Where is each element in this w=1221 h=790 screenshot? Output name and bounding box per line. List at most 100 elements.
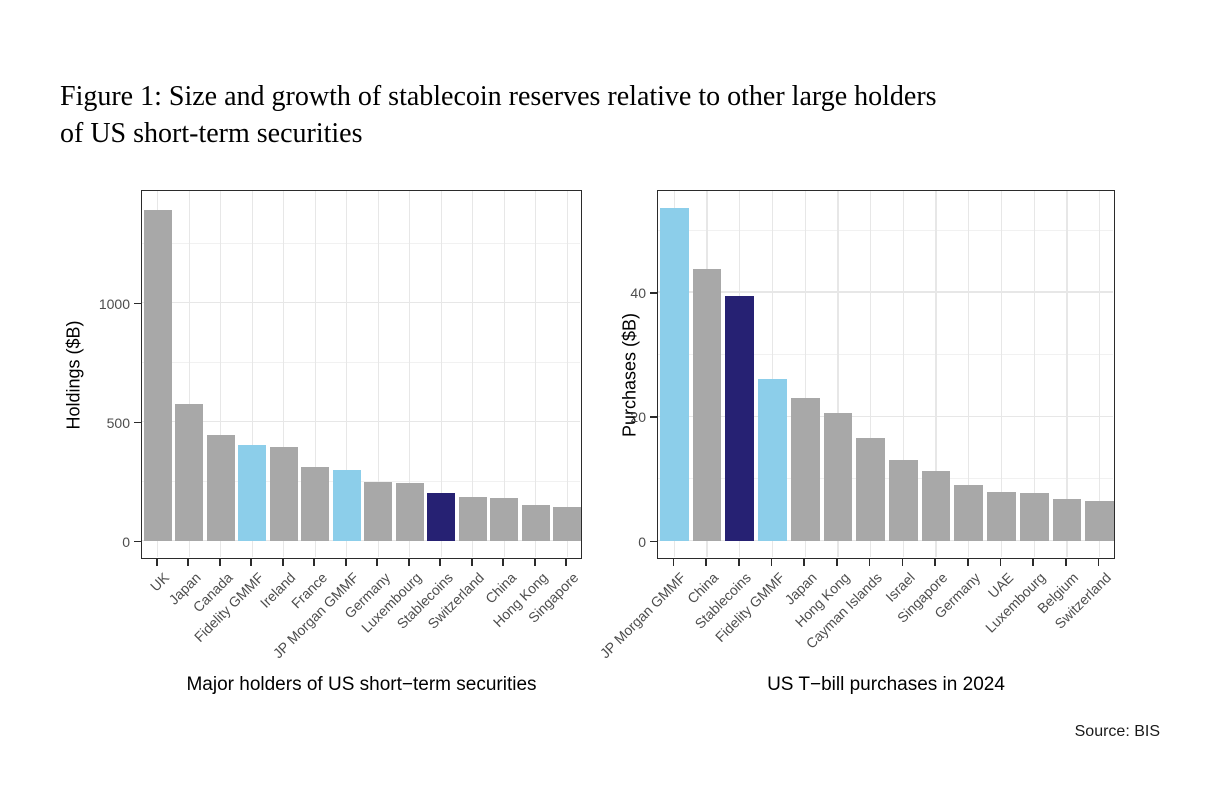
right-chart-panel xyxy=(657,190,1115,559)
bar-singapore xyxy=(921,470,951,541)
x-axis-tick xyxy=(439,559,442,566)
x-tick-label-jp-morgan-gmmf: JP Morgan GMMF xyxy=(596,569,689,662)
gridline-vertical xyxy=(503,191,505,557)
figure-title-line2: of US short-term securities xyxy=(60,118,363,149)
bar-luxembourg xyxy=(395,482,424,541)
bar-jp-morgan-gmmf xyxy=(332,469,361,541)
gridline-vertical xyxy=(535,191,537,557)
bar-germany xyxy=(954,484,984,541)
figure-title: Figure 1: Size and growth of stablecoin … xyxy=(60,78,1170,152)
bar-uae xyxy=(987,492,1016,541)
y-axis-tick xyxy=(650,540,657,543)
left-y-axis-title: Holdings ($B) xyxy=(63,320,84,430)
bar-hong-kong xyxy=(823,412,853,541)
bar-japan xyxy=(175,403,204,541)
x-axis-tick xyxy=(533,559,536,566)
y-axis-tick xyxy=(134,540,141,543)
gridline-vertical xyxy=(804,191,806,557)
gridline-vertical xyxy=(1000,191,1003,557)
bar-fidelity-gmmf xyxy=(238,444,267,541)
bar-belgium xyxy=(1052,498,1082,541)
gridline-major xyxy=(658,291,1113,293)
gridline-major xyxy=(142,301,580,304)
gridline-vertical xyxy=(902,191,905,557)
gridline-vertical xyxy=(1098,191,1101,557)
gridline-vertical xyxy=(771,191,774,557)
y-axis-tick xyxy=(134,421,141,424)
gridline-major xyxy=(658,415,1113,417)
y-tick-label: 0 xyxy=(638,533,646,550)
x-axis-tick xyxy=(502,559,505,566)
y-axis-tick xyxy=(650,292,657,294)
x-axis-tick xyxy=(344,559,347,566)
bar-china xyxy=(692,268,722,541)
x-axis-tick xyxy=(705,559,707,566)
gridline-major xyxy=(142,420,580,423)
gridline-vertical xyxy=(251,191,253,557)
bar-germany xyxy=(364,481,393,541)
gridline-vertical xyxy=(283,191,285,557)
gridline-vertical xyxy=(869,191,872,557)
gridline-minor xyxy=(142,242,580,244)
gridline-vertical xyxy=(1033,191,1035,557)
bar-uk xyxy=(143,209,172,541)
left-chart-panel xyxy=(141,190,582,559)
gridline-minor xyxy=(658,229,1113,231)
bar-canada xyxy=(206,435,235,541)
bar-jp-morgan-gmmf xyxy=(660,208,689,541)
gridline-vertical xyxy=(968,191,970,557)
x-axis-tick xyxy=(966,559,969,566)
left-chart-caption: Major holders of US short−term securitie… xyxy=(186,674,537,695)
x-axis-tick xyxy=(836,559,838,566)
gridline-vertical xyxy=(220,191,222,557)
bar-stablecoins xyxy=(427,492,456,541)
x-axis-tick xyxy=(187,559,190,566)
right-chart-caption: US T−bill purchases in 2024 xyxy=(767,674,1005,695)
bar-ireland xyxy=(269,447,298,541)
x-axis-tick xyxy=(999,559,1002,566)
bar-fidelity-gmmf xyxy=(758,379,787,541)
x-axis-tick xyxy=(376,559,379,566)
x-tick-label-uk: UK xyxy=(147,569,173,595)
gridline-vertical xyxy=(566,191,568,557)
source-note: Source: BIS xyxy=(1074,723,1160,740)
gridline-minor xyxy=(142,361,580,363)
bar-france xyxy=(301,466,330,541)
x-axis-tick xyxy=(565,559,568,566)
gridline-vertical xyxy=(314,191,316,557)
y-tick-label: 40 xyxy=(630,285,646,302)
figure-title-line1: Figure 1: Size and growth of stablecoin … xyxy=(60,81,937,112)
x-axis-tick xyxy=(737,559,740,566)
x-axis-tick xyxy=(281,559,284,566)
bar-japan xyxy=(790,397,820,541)
x-axis-tick xyxy=(868,559,871,566)
gridline-minor xyxy=(142,480,580,482)
y-tick-label: 1000 xyxy=(98,295,130,312)
x-axis-tick xyxy=(250,559,253,566)
gridline-minor xyxy=(658,353,1113,355)
x-axis-tick xyxy=(901,559,904,566)
gridline-vertical xyxy=(837,191,839,557)
x-axis-tick xyxy=(470,559,473,566)
gridline-vertical xyxy=(377,191,379,557)
bar-stablecoins xyxy=(725,295,755,541)
gridline-vertical xyxy=(440,191,442,557)
y-axis-tick xyxy=(650,416,657,419)
gridline-major xyxy=(142,539,580,542)
x-axis-tick xyxy=(803,559,805,566)
x-axis-tick xyxy=(218,559,221,566)
x-axis-tick xyxy=(313,559,316,566)
y-tick-label: 20 xyxy=(630,409,646,426)
y-tick-label: 500 xyxy=(106,414,130,431)
x-axis-tick xyxy=(407,559,410,566)
x-axis-tick xyxy=(672,559,675,566)
bar-switzerland xyxy=(1085,500,1114,541)
gridline-vertical xyxy=(409,191,411,557)
x-axis-tick xyxy=(934,559,936,566)
x-axis-tick xyxy=(1032,559,1034,566)
gridline-minor xyxy=(658,477,1113,479)
bar-israel xyxy=(889,459,918,541)
bar-china xyxy=(490,498,519,541)
gridline-major xyxy=(658,539,1113,542)
